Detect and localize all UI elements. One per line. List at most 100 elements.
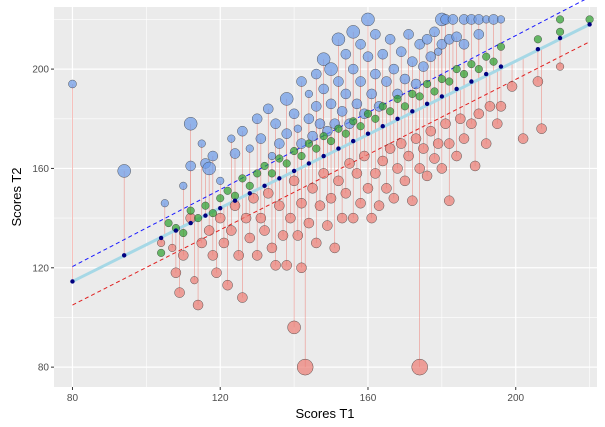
above-point: [207, 150, 219, 162]
below-point: [240, 212, 252, 224]
fitted-point: [395, 116, 400, 121]
below-point: [492, 118, 503, 129]
below-point: [396, 138, 407, 149]
near-point: [304, 139, 313, 148]
x-tick-label: 200: [507, 393, 524, 404]
below-point: [418, 143, 429, 154]
fitted-point: [188, 220, 193, 226]
lower-band-line: [72, 41, 590, 306]
y-tick-label: 200: [32, 65, 49, 76]
above-point: [229, 148, 241, 159]
near-point: [496, 42, 505, 51]
below-point: [244, 232, 255, 244]
above-point: [251, 113, 263, 124]
above-point: [255, 133, 267, 144]
near-point: [312, 144, 321, 153]
above-point: [473, 29, 484, 40]
above-point: [458, 39, 470, 50]
above-point: [362, 51, 374, 62]
below-point: [536, 123, 547, 134]
near-point: [489, 57, 498, 66]
below-point: [296, 358, 314, 376]
above-point: [316, 52, 331, 66]
near-point: [482, 52, 491, 61]
above-point: [293, 124, 302, 133]
below-point: [311, 237, 322, 249]
data-points: [68, 12, 594, 376]
above-point: [227, 134, 236, 143]
near-point: [164, 219, 173, 228]
upper-band-line: [72, 0, 586, 267]
below-point: [410, 133, 422, 144]
above-point: [304, 89, 313, 98]
below-point: [506, 81, 518, 92]
above-point: [370, 29, 381, 40]
below-point: [458, 133, 470, 144]
above-point: [346, 25, 360, 39]
above-point: [355, 76, 366, 87]
near-point: [319, 132, 328, 141]
fitted-point: [587, 22, 592, 27]
below-point: [196, 237, 207, 249]
below-point: [556, 62, 565, 71]
fitted-point: [498, 64, 504, 69]
below-point: [421, 170, 433, 182]
below-point: [226, 225, 237, 236]
below-point: [292, 230, 303, 241]
below-point: [495, 101, 507, 112]
fitted-point: [247, 191, 252, 196]
near-point: [400, 102, 409, 111]
below-point: [392, 163, 403, 174]
below-point: [351, 168, 363, 179]
fitted-point: [439, 94, 445, 99]
near-point: [423, 79, 432, 88]
above-point: [267, 152, 276, 161]
near-point: [437, 75, 446, 84]
below-point: [429, 153, 440, 164]
above-point: [117, 164, 131, 178]
fitted-point: [291, 168, 297, 174]
x-axis-title: Scores T1: [295, 406, 354, 421]
near-point: [393, 94, 402, 103]
below-point: [444, 195, 455, 206]
below-point: [480, 138, 492, 149]
fitted-point: [121, 253, 127, 258]
below-point: [532, 76, 544, 87]
near-point: [378, 102, 387, 111]
below-point: [362, 183, 374, 194]
below-point: [322, 220, 333, 231]
above-point: [366, 88, 377, 100]
below-point: [440, 118, 451, 129]
above-point: [185, 160, 196, 172]
near-point: [452, 65, 461, 74]
above-point: [197, 139, 206, 148]
above-point: [280, 92, 294, 106]
below-point: [233, 250, 244, 261]
above-point: [384, 34, 396, 45]
near-point: [282, 159, 291, 168]
below-point: [218, 237, 230, 249]
near-point: [157, 248, 166, 257]
below-point: [178, 250, 189, 261]
near-point: [230, 191, 239, 200]
above-point: [421, 34, 433, 45]
y-axis-title: Scores T2: [9, 167, 24, 226]
below-point: [263, 188, 274, 199]
above-point: [216, 176, 225, 185]
above-point: [281, 128, 292, 139]
below-point: [288, 175, 300, 187]
near-point: [585, 15, 594, 24]
near-point: [349, 117, 358, 126]
below-point: [403, 150, 414, 162]
reference-lines: [71, 0, 591, 306]
below-point: [157, 238, 166, 247]
above-point: [396, 46, 407, 57]
above-point: [414, 39, 425, 50]
below-point: [251, 250, 263, 261]
below-point: [285, 212, 296, 224]
near-point: [208, 209, 217, 218]
below-point: [384, 143, 396, 154]
below-point: [455, 113, 466, 124]
fitted-point: [424, 101, 430, 107]
near-point: [408, 89, 417, 98]
